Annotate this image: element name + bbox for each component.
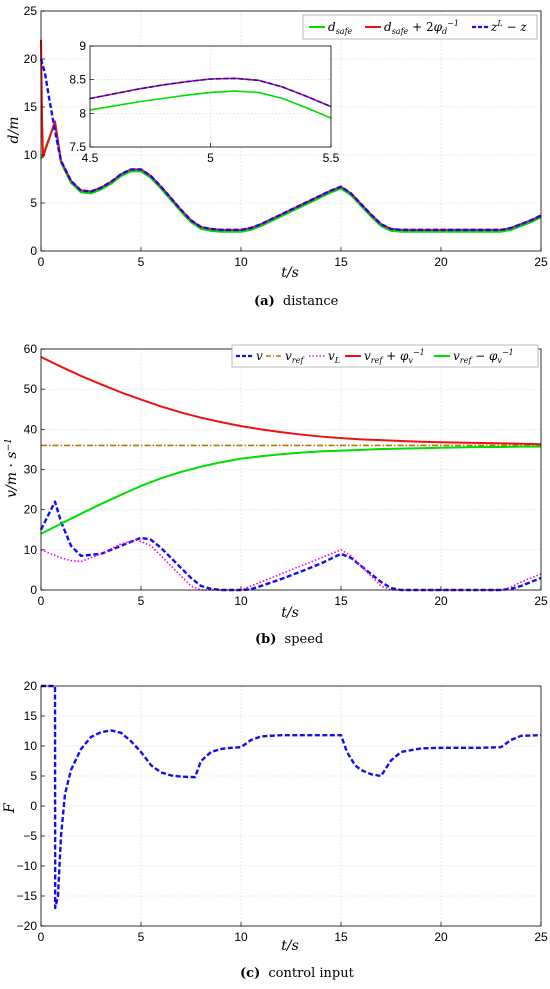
speed-x-tick-label: 20 <box>434 594 448 608</box>
distance-inset-plot: 4.5 5 5.5 7.5 8 8.5 9 <box>69 39 339 165</box>
speed-y-axis-label: v/m · s−1 <box>4 438 20 498</box>
distance-caption: (a) distance <box>254 294 339 309</box>
speed-x-tick-label: 15 <box>334 594 348 608</box>
control-input-y-tick-label: 15 <box>24 709 38 723</box>
control-input-y-tick-label: 5 <box>30 769 37 783</box>
control-input-x-axis-label: t/s <box>281 938 299 954</box>
speed-legend-v: v <box>256 349 263 363</box>
speed-series-line-4 <box>40 445 541 535</box>
speed-x-tick-label: 25 <box>534 594 548 608</box>
control-input-y-tick-label: 0 <box>30 799 37 813</box>
distance-inset-series-line-2 <box>89 77 332 108</box>
distance-legend-box <box>302 14 538 40</box>
distance-frame <box>40 10 542 252</box>
distance-caption-label: (a) <box>254 294 275 309</box>
speed-caption-text: speed <box>285 632 324 647</box>
distance-inset-y-tick-label: 8.5 <box>69 73 86 87</box>
control-input-x-tick-label: 0 <box>38 930 45 944</box>
speed-caption-label: (b) <box>255 632 276 647</box>
distance-inset-y-tick-label: 8 <box>79 106 86 120</box>
distance-y-axis-label: d/m <box>6 117 22 144</box>
speed-series-line-3 <box>40 356 542 446</box>
distance-inset-series-line-0 <box>89 90 332 119</box>
speed-chart: 0 5 10 15 20 25 0 10 20 30 40 50 60 t/s v/m · s−1 (b… <box>4 342 548 647</box>
speed-y-tick-label: 40 <box>24 422 38 436</box>
control-input-y-tick-label: −5 <box>23 829 37 843</box>
speed-y-tick-label: 0 <box>30 583 37 597</box>
control-input-x-tick-label: 15 <box>334 930 348 944</box>
control-input-x-tick-label: 10 <box>234 930 248 944</box>
distance-y-tick-label: 10 <box>24 148 38 162</box>
distance-plot-area: 0 5 10 15 20 25 0 5 10 15 20 25 <box>24 4 548 269</box>
distance-series-line-2 <box>39 58 542 232</box>
distance-inset-y-tick-label: 7.5 <box>69 140 86 154</box>
control-input-y-tick-label: −20 <box>17 919 38 933</box>
distance-x-tick-label: 10 <box>234 255 248 269</box>
distance-x-tick-label: 15 <box>334 255 348 269</box>
distance-x-tick-label: 5 <box>138 255 145 269</box>
control-input-y-tick-label: −10 <box>17 859 38 873</box>
speed-legend: v vref vL vref + φv−1 vref − φv−1 <box>231 344 539 368</box>
control-input-chart: 0 5 10 15 20 25 −20 −15 −10 −5 0 5 10 15 20 t/s F (c) … <box>2 679 548 981</box>
distance-x-tick-label: 20 <box>434 255 448 269</box>
distance-x-axis-label: t/s <box>281 265 299 281</box>
distance-legend-zl-z: zL − z <box>490 19 527 34</box>
distance-x-tick-label: 25 <box>534 255 548 269</box>
control-input-x-tick-label: 20 <box>434 930 448 944</box>
speed-plot-area: 0 5 10 15 20 25 0 10 20 30 40 50 60 <box>24 342 548 608</box>
distance-y-tick-label: 25 <box>24 4 38 18</box>
speed-y-tick-label: 10 <box>24 543 38 557</box>
distance-inset-x-tick-label: 5.5 <box>323 151 340 165</box>
control-input-y-tick-label: 10 <box>24 739 38 753</box>
speed-y-tick-label: 20 <box>24 503 38 517</box>
control-input-series-line-0 <box>41 684 542 910</box>
distance-y-tick-label: 0 <box>30 244 37 258</box>
distance-chart: 0 5 10 15 20 25 0 5 10 15 20 25 4.5 5 5.5 7.5 8 8.5 9 t/s… <box>6 4 548 309</box>
speed-caption: (b) speed <box>255 632 323 647</box>
control-input-caption-label: (c) <box>240 966 260 981</box>
speed-series-line-0 <box>39 500 542 592</box>
speed-x-tick-label: 0 <box>38 594 45 608</box>
distance-inset-x-tick-label: 5 <box>207 151 214 165</box>
control-input-plot-area: 0 5 10 15 20 25 −20 −15 −10 −5 0 5 10 15 20 <box>17 679 548 944</box>
control-input-caption: (c) control input <box>240 966 355 981</box>
control-input-x-tick-label: 5 <box>138 930 145 944</box>
control-input-y-tick-label: −15 <box>17 889 38 903</box>
distance-y-tick-label: 20 <box>24 52 38 66</box>
distance-series-line-0 <box>40 122 542 233</box>
speed-y-tick-label: 50 <box>24 382 38 396</box>
distance-x-tick-label: 0 <box>38 255 45 269</box>
control-input-y-tick-label: 20 <box>24 679 38 693</box>
speed-legend-box <box>231 344 539 368</box>
distance-inset-y-tick-label: 9 <box>79 39 86 53</box>
distance-legend: dsafe dsafe + 2φd−1 zL − z <box>302 14 538 40</box>
speed-x-tick-label: 10 <box>234 594 248 608</box>
speed-x-tick-label: 5 <box>138 594 145 608</box>
control-input-caption-text: control input <box>268 966 354 981</box>
distance-y-tick-label: 15 <box>24 100 38 114</box>
distance-y-tick-label: 5 <box>30 196 37 210</box>
control-input-y-axis-label: F <box>2 802 18 814</box>
control-input-x-tick-label: 25 <box>534 930 548 944</box>
speed-y-tick-label: 60 <box>24 342 38 356</box>
speed-x-axis-label: t/s <box>281 605 299 621</box>
distance-caption-text: distance <box>283 294 339 309</box>
speed-y-tick-label: 30 <box>24 463 38 477</box>
distance-inset-x-tick-label: 4.5 <box>82 151 99 165</box>
